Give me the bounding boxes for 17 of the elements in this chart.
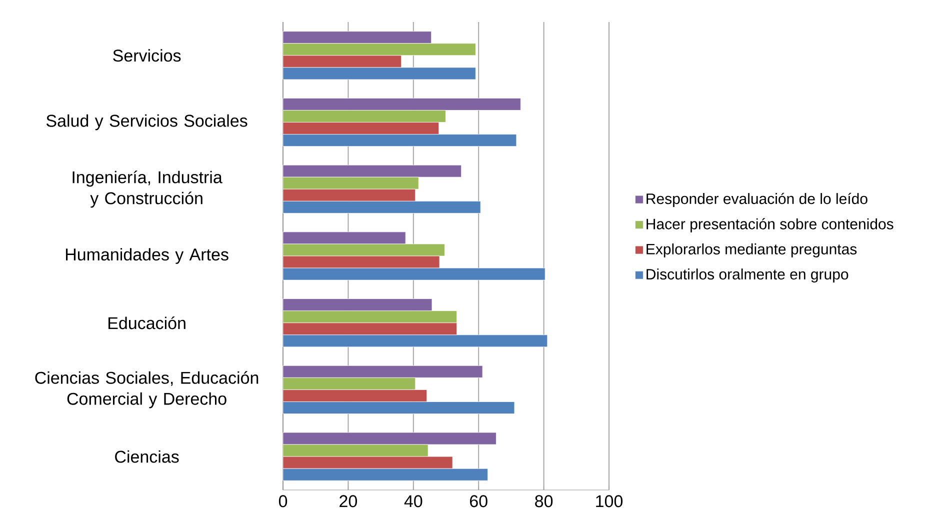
x-tick-label: 0 [278,495,288,508]
x-tick-label: 60 [470,495,488,508]
legend-label: Hacer presentación sobre contenidos [646,218,894,232]
y-tick-label: Salud y Servicios Sociales [46,114,248,130]
y-tick-label: Humanidades y Artes [66,248,228,264]
y-tick-label: Ciencias Sociales, Educación Comercial y Derecho [35,371,258,408]
y-tick-label: Educación [108,316,186,330]
legend-label: Responder evaluación de lo leído [646,192,868,208]
x-tick-label: 40 [404,495,422,508]
x-tick-label: 80 [535,495,553,508]
x-tick-label: 100 [596,495,623,508]
legend-label: Discutirlos oralmente en grupo [646,268,848,283]
y-tick-label: Servicios [113,49,181,62]
x-tick-label: 20 [340,495,357,508]
y-tick-label: Ingeniería, Industria y Construcción [72,170,222,208]
legend-label: Explorarlos mediante preguntas [646,243,857,258]
y-tick-label: Ciencias [115,450,179,463]
